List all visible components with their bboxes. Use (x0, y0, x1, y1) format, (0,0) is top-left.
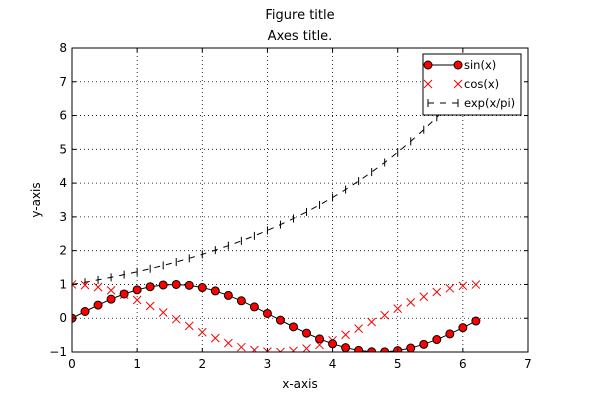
x-tick-label: 6 (459, 357, 467, 371)
x-tick-label: 0 (68, 357, 76, 371)
series-cos-point (158, 308, 168, 317)
series-cos-point (471, 280, 481, 289)
series-sin-point (354, 345, 364, 352)
series-cos-point (80, 280, 90, 290)
series-sin-point (80, 307, 90, 317)
series-sin-point (419, 339, 429, 349)
series-sin-point (210, 286, 220, 296)
plot-frame (71, 47, 529, 353)
series-cos-point (210, 333, 220, 343)
y-tick-label: 2 (59, 244, 67, 258)
y-tick-label: 3 (59, 210, 67, 224)
y-tick-label: 5 (59, 142, 67, 156)
legend-sin-marker (423, 60, 433, 70)
series-sin-point (262, 308, 272, 318)
series-cos-point (380, 310, 390, 320)
axes-title: Axes title. (268, 29, 333, 44)
x-tick-label: 7 (524, 357, 532, 371)
series-cos-point (445, 283, 455, 293)
series-sin-point (471, 316, 481, 326)
x-tick-label: 3 (264, 357, 272, 371)
series-sin-point (432, 335, 442, 345)
series-sin-point (406, 343, 416, 352)
series-sin-point (445, 329, 455, 339)
series-sin-point (249, 302, 259, 312)
series-sin-point (132, 285, 142, 295)
series-sin-point (119, 289, 129, 299)
series-exp-line (72, 74, 477, 285)
y-tick-label: 7 (59, 75, 67, 89)
legend-label: exp(x/pi) (464, 96, 515, 110)
figure-title: Figure title (265, 8, 334, 23)
series-sin-point (184, 280, 194, 290)
series-cos-point (197, 327, 207, 337)
legend-label: sin(x) (464, 58, 496, 72)
series-sin-point (302, 328, 312, 338)
y-tick-label: 4 (59, 176, 67, 190)
legend-sin-marker (453, 60, 463, 70)
y-tick-label: −1 (49, 345, 67, 359)
series-cos-point (432, 287, 442, 297)
y-tick-label: 1 (59, 277, 67, 291)
legend-box (422, 53, 522, 116)
series-cos-point (250, 345, 259, 352)
y-tick-label: 6 (59, 109, 67, 123)
series-sin-point (145, 282, 155, 292)
series-cos-point (367, 317, 377, 327)
legend-label: cos(x) (464, 77, 499, 91)
series-cos-point (93, 282, 103, 292)
legend: sin(x) cos(x) exp(x/pi) (422, 53, 522, 116)
x-tick-label: 4 (329, 357, 337, 371)
series-sin-point (458, 323, 468, 333)
series-cos-point (171, 314, 181, 324)
series-sin-point (106, 294, 116, 304)
series-cos-point (406, 298, 416, 307)
series-cos-point (354, 324, 363, 333)
series-sin-point (93, 300, 103, 310)
series-sin-point (315, 334, 325, 344)
legend-cos-marker (423, 79, 433, 89)
x-tick-label: 5 (394, 357, 402, 371)
x-tick-label: 2 (198, 357, 206, 371)
legend-cos-marker (453, 79, 463, 89)
y-axis-label: y-axis (29, 182, 43, 217)
series-sin-point (197, 283, 207, 293)
series-sin-point (236, 296, 246, 306)
y-tick-label: 0 (59, 311, 67, 325)
series-sin-point (223, 290, 233, 300)
series-cos-point (458, 281, 468, 291)
series-cos-point (302, 344, 311, 352)
series-cos-point (393, 304, 403, 313)
series-cos-point (237, 342, 246, 352)
series-sin-point (158, 280, 168, 290)
series-cos-point (106, 286, 116, 295)
series-cos-point (223, 338, 233, 348)
series-sin-point (328, 339, 338, 349)
series-cos-point (132, 295, 142, 305)
series-cos-point (184, 321, 194, 331)
series-sin-point (341, 343, 351, 352)
series-cos-point (145, 301, 155, 311)
series-cos-point (289, 346, 298, 352)
series-cos-point (341, 330, 350, 340)
series-sin-point (288, 322, 298, 332)
x-axis-label: x-axis (282, 377, 317, 391)
data-series-layer (72, 71, 481, 352)
series-cos-point (419, 292, 429, 302)
x-tick-label: 1 (133, 357, 141, 371)
series-sin-point (171, 279, 181, 289)
series-sin-point (275, 315, 285, 325)
series-cos-point (72, 280, 77, 289)
y-tick-label: 8 (59, 41, 67, 55)
